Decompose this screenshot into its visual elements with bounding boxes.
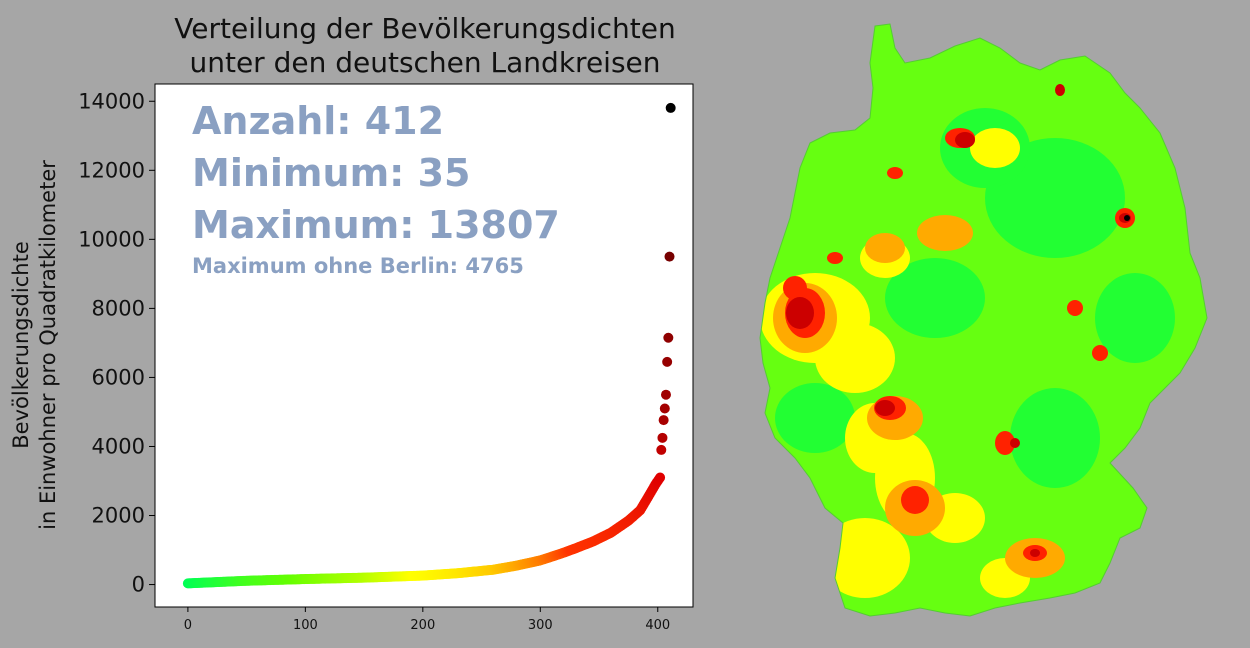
annotation-minimum: Minimum: 35 xyxy=(192,151,470,195)
germany-density-map xyxy=(759,23,1208,617)
y-axis-ticks: 0 2000 4000 6000 8000 10000 12000 14000 xyxy=(78,89,155,597)
data-point-outlier xyxy=(664,251,675,262)
map-density-patch xyxy=(786,297,814,329)
data-point-outlier xyxy=(657,432,668,443)
map-density-patch xyxy=(995,431,1015,455)
map-regions xyxy=(760,24,1207,616)
data-point-outlier xyxy=(660,389,671,400)
map-density-patch xyxy=(1010,388,1100,488)
map-density-patch xyxy=(865,233,905,263)
map-density-patch xyxy=(1055,84,1065,96)
map-density-patch xyxy=(1124,215,1130,221)
annotation-count: Anzahl: 412 xyxy=(192,99,444,143)
annotation-maximum: Maximum: 13807 xyxy=(192,203,560,247)
data-point xyxy=(655,472,666,483)
y-tick-label: 10000 xyxy=(78,227,145,251)
data-point-outlier xyxy=(656,444,667,455)
plot-area xyxy=(154,83,694,608)
data-point-outlier xyxy=(662,356,673,367)
y-tick-label: 6000 xyxy=(92,365,145,389)
map-density-patch xyxy=(885,258,985,338)
annotation-maximum-without-berlin: Maximum ohne Berlin: 4765 xyxy=(192,254,524,278)
map-density-patch xyxy=(783,276,807,300)
y-axis-label-line-1: Bevölkerungsdichte xyxy=(9,241,33,448)
y-tick-label: 12000 xyxy=(78,158,145,182)
x-tick-label: 400 xyxy=(645,618,670,633)
x-tick-label: 300 xyxy=(528,618,553,633)
map-density-patches xyxy=(760,84,1175,598)
data-point-outlier xyxy=(658,415,669,426)
y-tick-label: 14000 xyxy=(78,89,145,113)
map-density-patch xyxy=(1092,345,1108,361)
chart-title-line-1: Verteilung der Bevölkerungsdichten xyxy=(174,12,675,45)
x-tick-label: 200 xyxy=(410,618,435,633)
data-point-outlier xyxy=(665,102,676,113)
map-density-patch xyxy=(775,383,855,453)
map-density-patch xyxy=(1067,300,1083,316)
map-density-patch xyxy=(820,518,910,598)
map-density-patch xyxy=(1010,438,1020,448)
map-density-patch xyxy=(955,132,975,148)
chart-title-line-2: unter den deutschen Landkreisen xyxy=(189,46,660,79)
map-density-patch xyxy=(917,215,973,251)
data-point-outlier xyxy=(663,332,674,343)
map-density-patch xyxy=(827,252,843,264)
density-scatter-chart: Verteilung der Bevölkerungsdichten unter… xyxy=(9,12,694,633)
y-tick-label: 0 xyxy=(132,573,145,597)
map-density-patch xyxy=(901,486,929,514)
germany-outline xyxy=(759,23,1208,617)
map-density-patch xyxy=(970,128,1020,168)
map-density-patch xyxy=(1030,549,1040,557)
x-tick-label: 100 xyxy=(293,618,318,633)
map-density-patch xyxy=(875,400,895,416)
data-point-outlier xyxy=(659,403,670,414)
data-points xyxy=(182,102,676,589)
x-axis-ticks: 0 100 200 300 400 xyxy=(184,607,670,633)
y-axis-label-line-2: in Einwohner pro Quadratkilometer xyxy=(36,160,60,530)
x-tick-label: 0 xyxy=(184,618,192,633)
map-density-patch xyxy=(887,167,903,179)
y-tick-label: 2000 xyxy=(92,504,145,528)
y-tick-label: 4000 xyxy=(92,434,145,458)
y-tick-label: 8000 xyxy=(92,296,145,320)
map-density-patch xyxy=(815,323,895,393)
map-density-patch xyxy=(1095,273,1175,363)
